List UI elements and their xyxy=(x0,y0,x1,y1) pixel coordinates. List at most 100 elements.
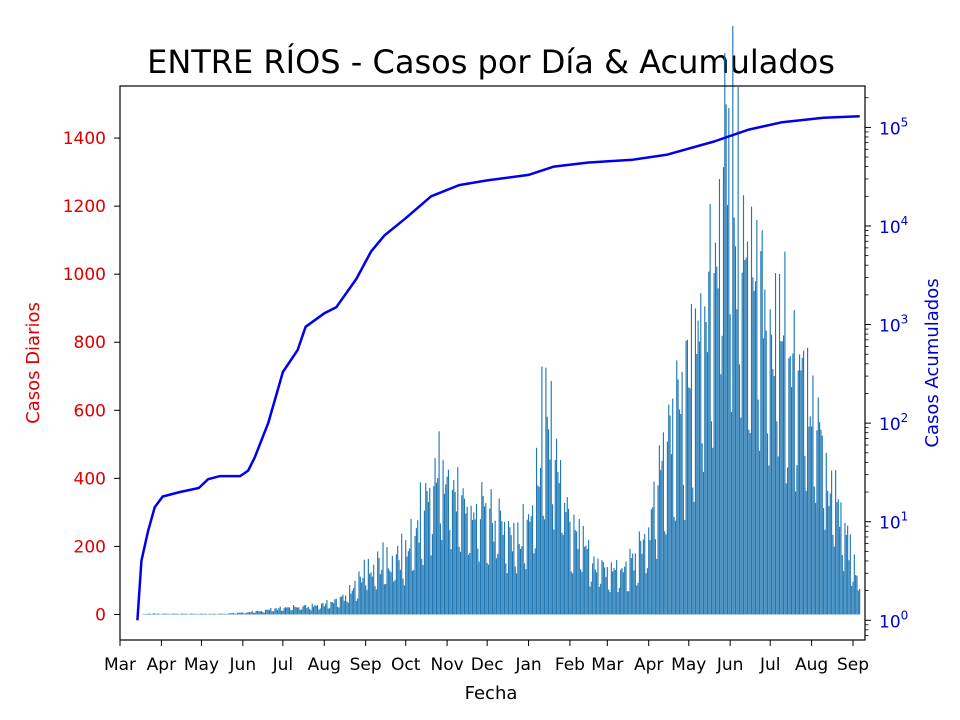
daily-bar xyxy=(720,374,722,615)
daily-bar xyxy=(804,455,806,615)
daily-bar xyxy=(560,459,562,615)
daily-bar xyxy=(502,534,504,615)
daily-bar xyxy=(422,565,424,615)
daily-bar xyxy=(844,522,846,615)
daily-bar xyxy=(772,369,774,615)
daily-bar xyxy=(334,599,336,615)
daily-bar xyxy=(594,569,596,615)
daily-bar xyxy=(262,612,264,615)
left-y-tick-label: 1000 xyxy=(63,265,106,285)
daily-bar xyxy=(505,563,507,615)
daily-bar xyxy=(736,309,738,615)
daily-bar xyxy=(479,519,482,615)
daily-bar xyxy=(537,485,539,615)
cumulative-cases-line xyxy=(136,114,860,621)
daily-bar xyxy=(633,570,635,615)
daily-bar xyxy=(486,563,488,615)
daily-bar xyxy=(626,591,628,615)
daily-bar xyxy=(682,484,684,615)
daily-bar xyxy=(825,452,827,615)
left-y-tick-label: 800 xyxy=(74,333,106,353)
daily-bar xyxy=(535,447,538,615)
daily-bar xyxy=(282,610,284,615)
daily-bar xyxy=(574,530,576,615)
daily-bar xyxy=(441,540,443,615)
daily-bar xyxy=(461,495,463,615)
daily-bar xyxy=(470,505,472,615)
daily-bar xyxy=(564,502,566,615)
daily-bar xyxy=(288,607,291,615)
daily-bar xyxy=(454,491,456,615)
daily-bar xyxy=(431,534,433,615)
daily-bar xyxy=(764,289,766,615)
daily-bar xyxy=(346,601,348,615)
daily-bar xyxy=(382,542,384,615)
daily-bar xyxy=(534,548,536,615)
daily-bar xyxy=(393,581,395,615)
daily-bar xyxy=(268,609,271,615)
daily-bar xyxy=(228,613,231,615)
daily-bar xyxy=(478,561,480,615)
daily-bar xyxy=(558,483,560,615)
daily-bar xyxy=(363,559,365,615)
daily-bar xyxy=(542,515,544,615)
daily-bar xyxy=(566,497,568,615)
x-tick-label: Jan xyxy=(514,655,541,675)
daily-bar xyxy=(355,600,357,615)
daily-bar xyxy=(243,613,245,615)
daily-bar xyxy=(608,589,610,615)
daily-bar xyxy=(572,573,574,615)
daily-bar xyxy=(793,310,795,615)
daily-bar xyxy=(501,521,503,615)
daily-bar xyxy=(612,571,614,615)
daily-bar xyxy=(801,357,803,615)
daily-bar xyxy=(275,608,277,615)
daily-bar xyxy=(680,414,682,615)
daily-bar xyxy=(410,518,412,615)
daily-bar xyxy=(765,330,767,615)
daily-bar xyxy=(322,602,324,615)
daily-bar xyxy=(365,585,367,615)
x-tick-label: Aug xyxy=(795,655,828,675)
daily-bar xyxy=(718,179,721,615)
daily-bar xyxy=(495,558,498,615)
daily-bar xyxy=(266,609,268,615)
daily-bar xyxy=(325,603,327,615)
daily-bar xyxy=(315,605,317,615)
daily-bar xyxy=(580,569,582,615)
daily-bar xyxy=(589,586,591,615)
daily-bar xyxy=(600,583,602,615)
left-y-axis-label: Casos Diarios xyxy=(23,302,44,424)
daily-bar xyxy=(483,506,486,615)
daily-bar xyxy=(239,612,241,615)
left-y-tick-label: 1400 xyxy=(63,129,106,149)
daily-bar xyxy=(471,519,474,615)
daily-bar xyxy=(264,609,267,615)
right-y-tick-label: 103 xyxy=(879,313,908,337)
daily-bar xyxy=(523,563,526,615)
daily-bar xyxy=(781,341,783,615)
daily-bar xyxy=(270,608,272,615)
daily-bar xyxy=(455,511,458,615)
x-tick-label: Aug xyxy=(308,655,341,675)
daily-bar xyxy=(391,555,393,615)
daily-bar xyxy=(487,564,490,615)
daily-bar xyxy=(839,526,841,615)
daily-bar xyxy=(390,572,392,615)
daily-bar xyxy=(737,87,739,615)
daily-bar xyxy=(642,539,644,615)
daily-bar xyxy=(598,586,600,615)
daily-bar xyxy=(616,560,618,615)
daily-bar xyxy=(823,508,825,615)
daily-bar xyxy=(294,606,296,615)
daily-bar xyxy=(343,600,345,615)
daily-bar xyxy=(381,569,383,615)
daily-bar xyxy=(546,416,548,615)
daily-bar xyxy=(414,536,416,615)
daily-bar xyxy=(742,195,745,615)
left-y-tick-label: 1200 xyxy=(63,197,106,217)
daily-bar xyxy=(430,555,432,615)
daily-bar xyxy=(307,606,309,615)
chart-title: ENTRE RÍOS - Casos por Día & Acumulados xyxy=(147,43,835,81)
daily-bar xyxy=(184,613,186,615)
